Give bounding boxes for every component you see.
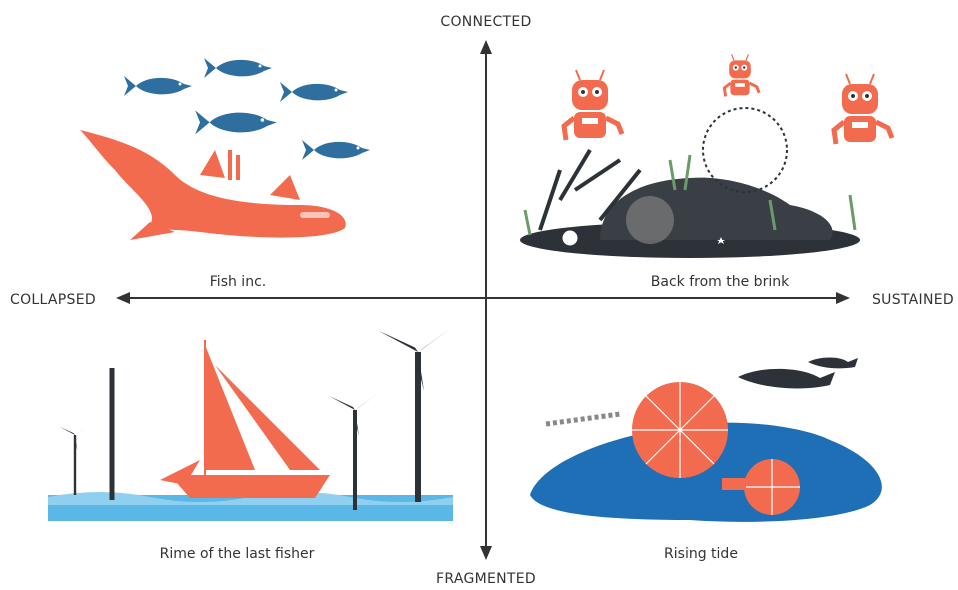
axis-label-left: COLLAPSED (10, 292, 96, 308)
back-from-the-brink-illustration-part (562, 230, 578, 246)
back-from-the-brink-illustration-part (724, 54, 759, 96)
axis-label-right: SUSTAINED (872, 292, 954, 308)
fish-inc-illustration (80, 58, 370, 240)
fish-inc-illustration-part (228, 150, 232, 180)
back-from-the-brink-illustration-part (703, 108, 787, 192)
quadrant-label: Rime of the last fisher (160, 546, 315, 562)
fish-inc-illustration-part (302, 140, 370, 160)
rising-tide-illustration-part (808, 358, 858, 369)
fish-inc-illustration-part (195, 110, 277, 134)
axis-label-top: CONNECTED (440, 14, 531, 30)
rising-tide-illustration-part (722, 478, 746, 490)
rising-tide-illustration (530, 358, 882, 522)
rime-of-the-last-fisher-illustration-part (329, 394, 377, 510)
rising-tide-illustration-part (738, 369, 835, 389)
rime-of-the-last-fisher-illustration (48, 328, 453, 521)
quadrant-label: Rising tide (664, 546, 738, 562)
back-from-the-brink-illustration (520, 54, 892, 258)
fish-inc-illustration-part (300, 212, 330, 218)
fish-inc-illustration-part (204, 58, 272, 78)
scenario-diagram: CONNECTED FRAGMENTED COLLAPSED SUSTAINED… (0, 0, 958, 590)
rime-of-the-last-fisher-illustration-part (59, 425, 88, 495)
page: {"axes": {"top": "CONNECTED", "bottom": … (0, 0, 958, 590)
fish-inc-illustration-part (236, 155, 240, 180)
rime-of-the-last-fisher-illustration-part (379, 328, 451, 502)
axis-label-bottom: FRAGMENTED (436, 571, 536, 587)
fish-inc-illustration-part (280, 82, 348, 102)
quadrant-label: Fish inc. (210, 274, 266, 290)
back-from-the-brink-illustration-part (834, 74, 892, 144)
quadrant-label: Back from the brink (651, 274, 790, 290)
rime-of-the-last-fisher-illustration-part (170, 475, 330, 498)
back-from-the-brink-illustration-part (626, 196, 674, 244)
rime-of-the-last-fisher-illustration-part (205, 345, 320, 470)
back-from-the-brink-illustration-part (564, 70, 622, 140)
rising-tide-illustration-part (546, 414, 620, 424)
fish-inc-illustration-part (124, 76, 192, 96)
